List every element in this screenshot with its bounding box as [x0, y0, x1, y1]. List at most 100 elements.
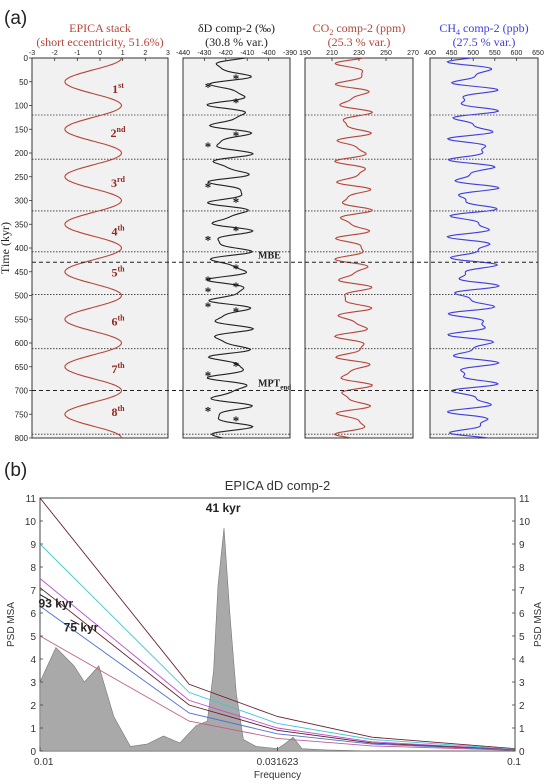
y-tick-label-right: 10 — [519, 517, 531, 528]
asterisk-marker: * — [233, 195, 240, 210]
record-title: CO2 comp-2 (ppm) — [313, 21, 406, 37]
asterisk-marker: * — [205, 179, 212, 194]
confidence-line — [39, 587, 516, 751]
cycle-label: 5th — [111, 265, 125, 280]
y-tick-label-right: 7 — [519, 586, 525, 597]
asterisk-marker: * — [233, 95, 240, 110]
asterisk-marker: * — [205, 273, 212, 288]
y-axis-title-left: PSD MSA — [6, 602, 17, 647]
x-axis-title: Frequency — [254, 770, 301, 781]
record-panel-1: EPICA stack(short eccentricity, 51.6%)-3… — [29, 21, 170, 439]
x-tick-label: -2 — [52, 50, 58, 57]
y-tick-label: 350 — [15, 220, 29, 229]
x-tick-label: 1 — [121, 50, 125, 57]
y-tick-label-right: 11 — [519, 494, 530, 505]
y-tick-label-right: 2 — [519, 701, 525, 712]
asterisk-marker: * — [233, 223, 240, 238]
cycle-label: 2nd — [111, 125, 126, 140]
x-tick-label: 210 — [326, 50, 338, 57]
record-curve — [333, 57, 374, 439]
y-tick-label-left: 1 — [30, 724, 36, 735]
y-tick-label-right: 8 — [519, 563, 525, 574]
x-tick-label: 550 — [489, 50, 501, 57]
psd-title: EPICA dD comp-2 — [225, 478, 331, 493]
x-tick-label: 2 — [143, 50, 147, 57]
asterisk-marker: * — [205, 139, 212, 154]
y-tick-label-left: 3 — [30, 678, 36, 689]
record-title: EPICA stack — [69, 21, 131, 35]
record-panel-3: CO2 comp-2 (ppm)(25.3 % var.) 190 210 230 25… — [299, 21, 419, 439]
confidence-line — [39, 635, 516, 751]
x-tick-label: -1 — [74, 50, 80, 57]
x-tick-label: -390 — [283, 50, 297, 57]
confidence-line — [39, 578, 516, 751]
y-tick-label: 50 — [19, 78, 28, 87]
asterisk-marker: * — [205, 284, 212, 299]
x-tick-label: 400 — [424, 50, 436, 57]
y-tick-label-right: 1 — [519, 724, 525, 735]
y-tick-label-right: 3 — [519, 678, 525, 689]
x-tick-label: 250 — [380, 50, 392, 57]
asterisk-marker: * — [205, 299, 212, 314]
annotation-leader — [70, 619, 80, 625]
x-tick-label: 650 — [532, 50, 544, 57]
time-axis: 0 50 100 150 200 250 300 350 400 450 500 550 600 650 7… — [0, 54, 32, 443]
cycle-label: 1st — [112, 81, 124, 96]
y-tick-label-left: 5 — [30, 632, 36, 643]
record-frame — [304, 57, 414, 439]
panel-label-a: (a) — [4, 8, 27, 29]
asterisk-marker: * — [233, 261, 240, 276]
x-tick-label: 500 — [467, 50, 479, 57]
x-tick-label: 3 — [166, 50, 170, 57]
confidence-line — [39, 543, 516, 750]
record-title: CH4 comp-2 (ppb) — [439, 21, 528, 37]
y-tick-label: 700 — [15, 387, 29, 396]
record-frame — [429, 57, 539, 439]
psd-frame — [39, 497, 516, 752]
y-tick-label-left: 9 — [30, 540, 36, 551]
cycle-label: 6th — [111, 314, 125, 329]
x-tick-label: -410 — [240, 50, 254, 57]
x-tick-label: 230 — [353, 50, 365, 57]
y-tick-label: 250 — [15, 173, 29, 182]
peak-annotation: 93 kyr — [39, 596, 74, 610]
x-tick-label: -440 — [176, 50, 190, 57]
x-tick-label: -3 — [29, 50, 35, 57]
asterisk-marker: * — [233, 358, 240, 373]
record-curve — [206, 57, 255, 439]
y-tick-label: 600 — [15, 339, 29, 348]
y-tick-label-right: 5 — [519, 632, 525, 643]
event-label: MPTend — [258, 379, 291, 392]
x-tick-label: 0.1 — [507, 757, 521, 768]
y-tick-label-right: 0 — [519, 747, 525, 758]
x-tick-label: 0.031623 — [257, 757, 299, 768]
y-tick-label-right: 6 — [519, 609, 525, 620]
record-panel-4: CH4 comp-2 (ppb)(27.5 % var.) 400 450 500 55… — [424, 21, 544, 439]
y-tick-label: 150 — [15, 125, 29, 134]
y-tick-label: 450 — [15, 268, 29, 277]
psd-area — [39, 527, 515, 752]
asterisk-marker: * — [233, 413, 240, 428]
cycle-label: 4th — [111, 223, 125, 238]
x-tick-label: 0 — [98, 50, 102, 57]
record-curve — [64, 57, 123, 439]
y-tick-label-left: 7 — [30, 586, 36, 597]
y-tick-label: 300 — [15, 197, 29, 206]
confidence-line — [39, 605, 516, 751]
panel-label-b: (b) — [4, 460, 27, 481]
y-axis-title: Time (kyr) — [0, 222, 12, 274]
asterisk-marker: * — [233, 279, 240, 294]
asterisk-marker: * — [233, 128, 240, 143]
annotation-leader — [39, 594, 49, 600]
y-tick-label-left: 10 — [25, 517, 37, 528]
x-tick-label: 450 — [446, 50, 458, 57]
y-tick-label: 550 — [15, 315, 29, 324]
record-panel-2: δD comp-2 (‰)(30.8 % var.) -440 -430 -420 -4… — [176, 21, 297, 439]
record-subtitle: (25.3 % var.) — [328, 35, 391, 49]
record-subtitle: (short eccentricity, 51.6%) — [36, 35, 163, 49]
cycle-label: 8th — [111, 404, 125, 419]
asterisk-marker: * — [205, 80, 212, 95]
x-tick-label: -420 — [219, 50, 233, 57]
peak-annotation: 41 kyr — [206, 501, 241, 515]
